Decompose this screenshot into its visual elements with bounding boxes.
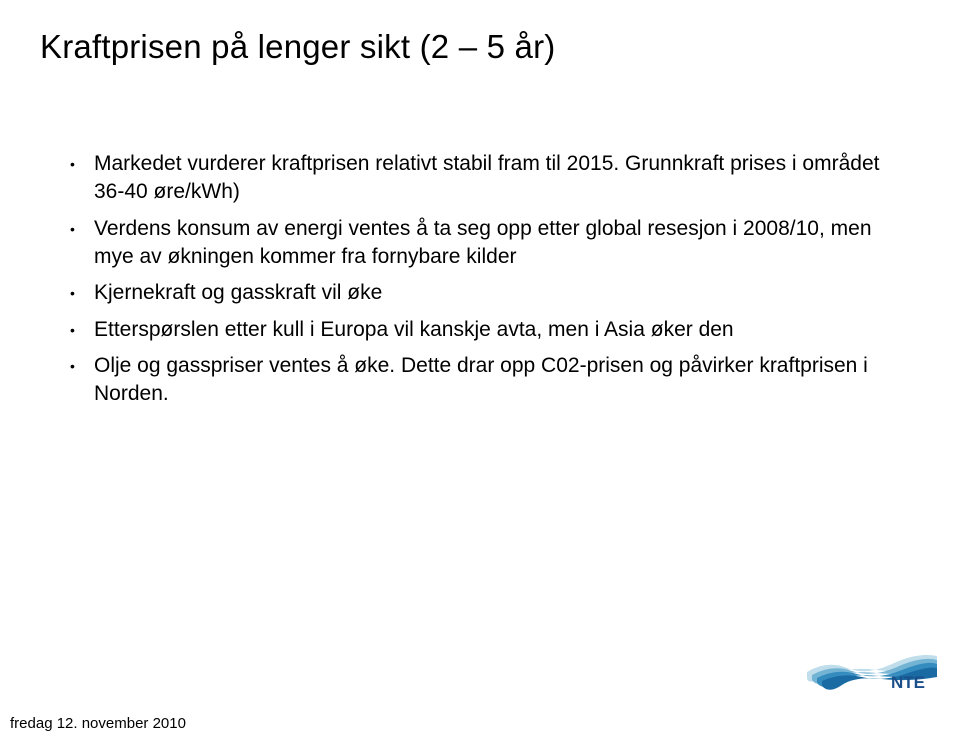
bullet-item: Verdens konsum av energi ventes å ta seg…	[70, 215, 899, 272]
nte-logo: NTE	[807, 642, 937, 690]
bullet-item: Olje og gasspriser ventes å øke. Dette d…	[70, 352, 899, 409]
bullet-item: Markedet vurderer kraftprisen relativt s…	[70, 150, 899, 207]
logo-text: NTE	[891, 673, 925, 690]
bullet-item: Kjernekraft og gasskraft vil øke	[70, 279, 899, 307]
footer-date: fredag 12. november 2010	[10, 715, 186, 732]
slide: Kraftprisen på lenger sikt (2 – 5 år) Ma…	[0, 0, 959, 742]
bullet-item: Etterspørslen etter kull i Europa vil ka…	[70, 316, 899, 344]
slide-content: Markedet vurderer kraftprisen relativt s…	[70, 150, 899, 417]
slide-title: Kraftprisen på lenger sikt (2 – 5 år)	[40, 28, 919, 66]
